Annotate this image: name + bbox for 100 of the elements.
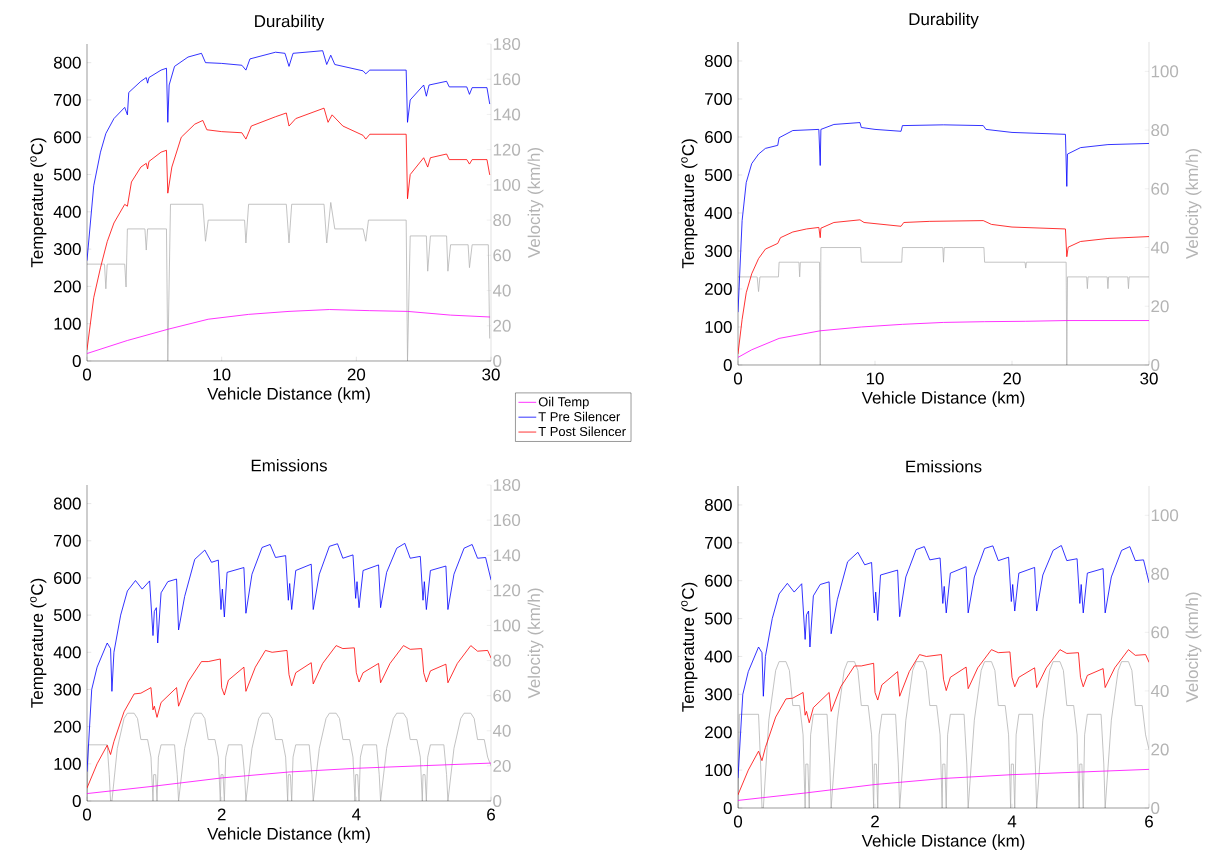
y-tick-label: 300	[704, 688, 732, 701]
y2-tick-label: 180	[493, 479, 521, 491]
chart-title: Durability	[255, 14, 325, 31]
y-tick-label: 400	[53, 205, 81, 218]
y-tick-label: 700	[705, 536, 732, 549]
y2-axis-title: Velocity (km/h)	[1185, 592, 1202, 703]
y-tick-label: 700	[54, 93, 81, 106]
y2-tick-label: 60	[1151, 182, 1169, 195]
line-series	[87, 645, 491, 789]
y-tick-label: 100	[705, 321, 732, 333]
y-axis-title: Temperature ($^{o}$C)	[681, 582, 698, 712]
y2-tick-label: 140	[493, 549, 521, 562]
line-series	[87, 50, 491, 261]
chart-title: Emissions	[906, 460, 982, 473]
line-series	[87, 762, 491, 794]
chart-title: Emissions	[251, 459, 327, 472]
y-tick-label: 200	[54, 280, 81, 293]
line-series	[738, 122, 1150, 313]
y2-tick-label: 120	[493, 584, 521, 597]
y-tick-label: 300	[53, 243, 81, 256]
x-tick-label: 10	[866, 372, 884, 385]
y-tick-label: 500	[53, 168, 81, 181]
x-tick-label: 20	[347, 368, 366, 381]
y2-axis-title: Velocity (km/h)	[527, 588, 544, 699]
x-axis-title: Vehicle Distance (km)	[861, 834, 1025, 851]
y2-tick-label: 160	[493, 73, 521, 86]
y2-tick-label: 40	[1150, 684, 1169, 697]
y-tick-label: 600	[705, 130, 732, 143]
y-tick-label: 600	[705, 574, 732, 587]
y2-tick-label: 0	[493, 795, 502, 807]
y2-tick-label: 20	[1151, 300, 1169, 313]
y-tick-label: 700	[705, 92, 732, 105]
y2-tick-label: 80	[493, 214, 511, 227]
y2-tick-label: 60	[1151, 626, 1169, 639]
x-tick-label: 2	[217, 808, 226, 821]
y-tick-label: 800	[53, 497, 81, 510]
y2-tick-label: 60	[493, 249, 511, 262]
y-tick-label: 500	[704, 168, 732, 181]
x-tick-label: 0	[733, 372, 743, 385]
y-tick-label: 400	[704, 650, 732, 663]
y-tick-label: 400	[53, 646, 81, 659]
y-tick-label: 400	[704, 207, 732, 219]
legend-label: Oil Temp	[538, 396, 589, 409]
y-tick-label: 0	[72, 795, 81, 807]
y-tick-label: 0	[723, 359, 732, 371]
y-tick-label: 100	[705, 764, 732, 777]
y2-tick-label: 60	[493, 689, 511, 702]
x-tick-label: 0	[733, 815, 743, 828]
chart-title: Durability	[909, 12, 979, 29]
y2-tick-label: 40	[1150, 241, 1169, 254]
y-tick-label: 500	[53, 609, 81, 622]
y2-tick-label: 0	[493, 355, 502, 367]
y-tick-label: 300	[53, 683, 81, 696]
y2-tick-label: 140	[493, 108, 521, 121]
y-tick-label: 800	[53, 56, 81, 69]
y2-tick-label: 20	[493, 319, 511, 332]
y2-axis-title: Velocity (km/h)	[1185, 149, 1202, 259]
x-axis-title: Vehicle Distance (km)	[207, 827, 370, 844]
y2-tick-label: 40	[492, 724, 511, 737]
line-series	[87, 309, 491, 354]
x-tick-label: 6	[487, 808, 495, 821]
y2-axis-title: Velocity (km/h)	[527, 148, 544, 258]
line-series	[738, 545, 1150, 779]
y-tick-label: 200	[54, 720, 81, 733]
y-axis-title: Temperature ($^{o}$C)	[681, 139, 698, 269]
y2-tick-label: 100	[493, 619, 521, 632]
y-tick-label: 300	[704, 245, 732, 257]
legend-label: T Post Silencer	[538, 426, 626, 437]
y2-tick-label: 80	[493, 654, 511, 667]
x-tick-label: 4	[1007, 815, 1017, 828]
x-tick-label: 4	[352, 808, 361, 821]
y-tick-label: 800	[704, 498, 732, 511]
y2-tick-label: 20	[493, 759, 511, 772]
y-tick-label: 100	[54, 317, 81, 330]
y-tick-label: 700	[54, 534, 81, 547]
y-tick-label: 500	[704, 612, 732, 625]
x-tick-label: 6	[1145, 815, 1153, 828]
y2-tick-label: 160	[493, 514, 521, 527]
y2-tick-label: 40	[492, 284, 511, 297]
y2-tick-label: 80	[1151, 567, 1169, 580]
line-series	[738, 649, 1150, 796]
y2-tick-label: 20	[1151, 743, 1169, 756]
x-tick-label: 0	[82, 808, 92, 821]
y-axis-title: Temperature ($^{o}$C)	[30, 578, 47, 708]
y2-tick-label: 120	[493, 143, 521, 156]
line-series	[738, 320, 1150, 358]
line-series	[87, 107, 491, 351]
y2-tick-label: 100	[493, 178, 521, 191]
y-tick-label: 100	[54, 757, 81, 770]
x-axis-title: Vehicle Distance (km)	[207, 387, 370, 404]
line-series	[738, 219, 1150, 354]
y-tick-label: 200	[705, 283, 732, 295]
x-tick-label: 20	[1003, 372, 1021, 385]
y-tick-label: 800	[704, 54, 732, 67]
line-series	[87, 542, 491, 772]
y2-tick-label: 80	[1151, 124, 1169, 137]
y-tick-label: 600	[54, 571, 81, 584]
legend-label: T Pre Silencer	[538, 411, 621, 422]
y2-tick-label: 180	[493, 37, 521, 50]
y-tick-label: 200	[705, 726, 732, 739]
